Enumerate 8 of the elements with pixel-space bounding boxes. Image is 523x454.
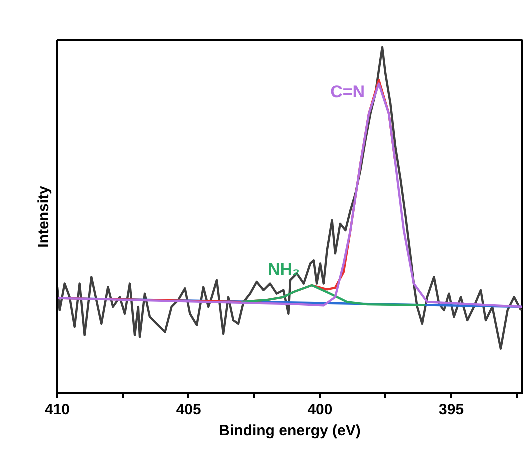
x-tick-label: 400 (308, 402, 333, 418)
x-tick-label: 395 (439, 402, 464, 418)
series-label: C=N (330, 82, 366, 102)
series-label: NH₂ (268, 260, 300, 280)
y-axis-title: Intensity (36, 186, 52, 248)
x-tick-label: 405 (176, 402, 202, 418)
x-tick-label: 410 (44, 402, 70, 418)
x-axis-title: Binding energy (eV) (219, 422, 361, 440)
